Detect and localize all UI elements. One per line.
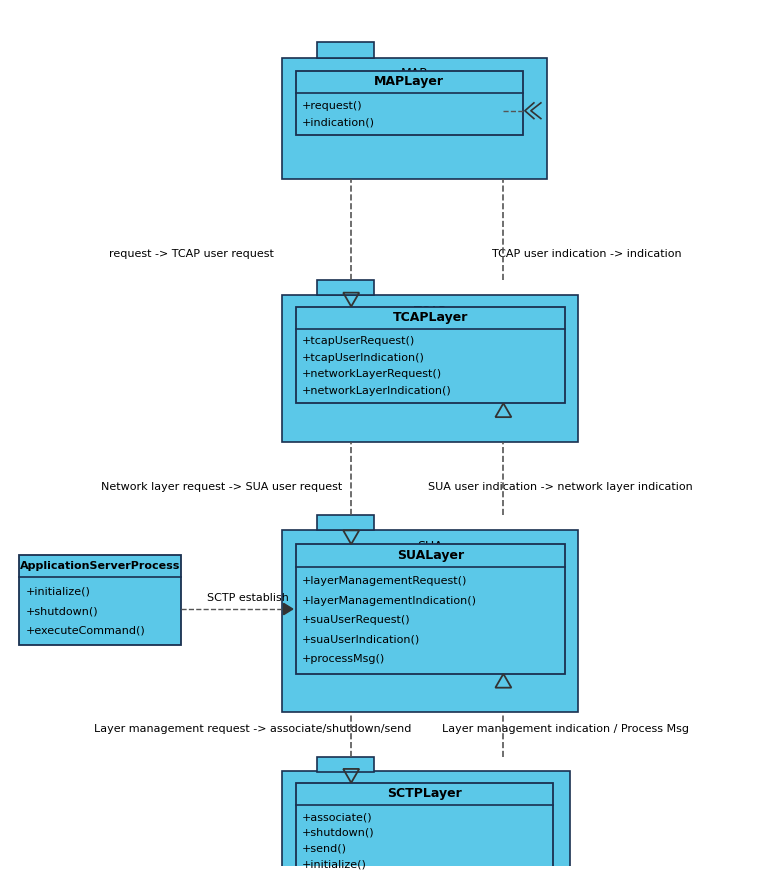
Text: +executeCommand(): +executeCommand(): [25, 625, 145, 636]
Bar: [316, 515, 374, 530]
Text: ApplicationServerProcess: ApplicationServerProcess: [20, 561, 180, 571]
Text: +networkLayerIndication(): +networkLayerIndication(): [302, 386, 452, 396]
Text: TCAP user indication -> indication: TCAP user indication -> indication: [492, 249, 682, 259]
Text: Network layer request -> SUA user request: Network layer request -> SUA user reques…: [101, 483, 343, 492]
Text: +networkLayerRequest(): +networkLayerRequest(): [302, 369, 442, 380]
Bar: [296, 783, 554, 871]
Bar: [296, 544, 565, 674]
Bar: [316, 757, 374, 773]
Text: +shutdown(): +shutdown(): [25, 606, 98, 616]
Text: +associate(): +associate(): [302, 812, 373, 822]
Text: +indication(): +indication(): [302, 118, 375, 128]
Text: +layerManagementRequest(): +layerManagementRequest(): [302, 577, 467, 586]
Text: +layerManagementIndication(): +layerManagementIndication(): [302, 596, 477, 605]
Polygon shape: [283, 604, 293, 615]
Text: +suaUserIndication(): +suaUserIndication(): [302, 635, 420, 645]
Text: +send(): +send(): [302, 843, 347, 854]
Text: +request(): +request(): [302, 101, 363, 111]
Bar: [316, 42, 374, 57]
Text: +processMsg(): +processMsg(): [302, 654, 385, 665]
Text: +shutdown(): +shutdown(): [302, 827, 374, 838]
Text: Layer management request -> associate/shutdown/send: Layer management request -> associate/sh…: [94, 724, 411, 734]
Bar: [282, 771, 570, 871]
Text: SUA: SUA: [417, 540, 442, 553]
Text: SCTP: SCTP: [410, 782, 442, 795]
Text: +initialize(): +initialize(): [302, 860, 367, 869]
Text: TCAP: TCAP: [413, 305, 446, 318]
Bar: [296, 71, 522, 135]
Bar: [316, 280, 374, 295]
Text: +tcapUserRequest(): +tcapUserRequest(): [302, 336, 415, 347]
Text: MAP: MAP: [401, 67, 428, 80]
Bar: [296, 307, 565, 403]
Bar: [19, 555, 181, 645]
Bar: [282, 57, 547, 179]
Text: +tcapUserIndication(): +tcapUserIndication(): [302, 353, 425, 363]
Text: +suaUserRequest(): +suaUserRequest(): [302, 615, 410, 625]
Bar: [282, 530, 578, 712]
Text: Layer management indication / Process Msg: Layer management indication / Process Ms…: [442, 724, 689, 734]
Text: TCAPLayer: TCAPLayer: [392, 311, 468, 324]
Text: request -> TCAP user request: request -> TCAP user request: [109, 249, 274, 259]
Text: SCTPLayer: SCTPLayer: [388, 787, 462, 800]
Text: SUALayer: SUALayer: [397, 549, 464, 562]
Bar: [282, 295, 578, 442]
Text: SCTP establish: SCTP establish: [207, 593, 290, 603]
Text: +initialize(): +initialize(): [25, 587, 90, 597]
Text: SUA user indication -> network layer indication: SUA user indication -> network layer ind…: [428, 483, 693, 492]
Text: MAPLayer: MAPLayer: [374, 75, 444, 88]
